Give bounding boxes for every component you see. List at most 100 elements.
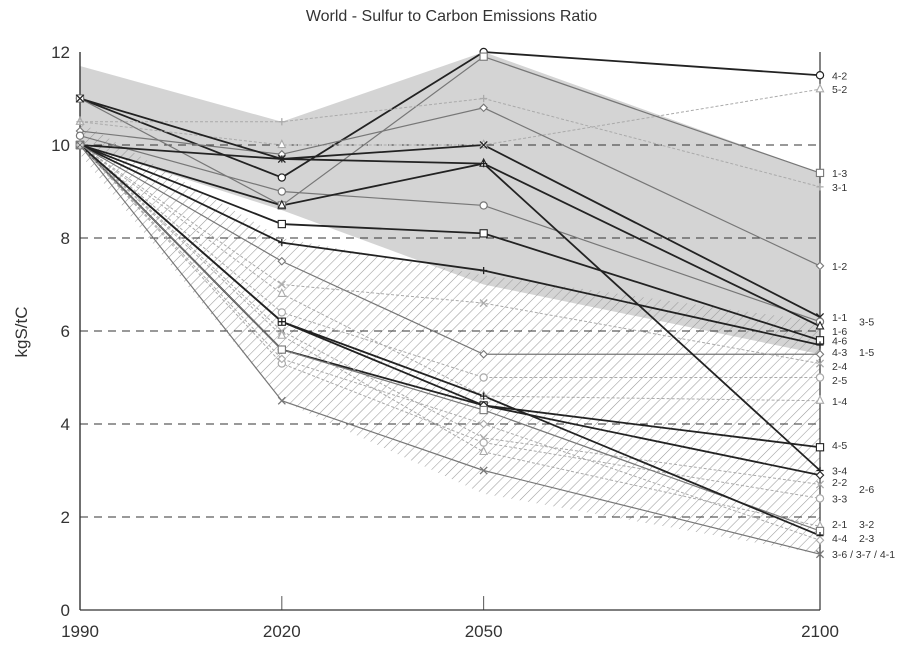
y-tick-label: 2 xyxy=(61,508,70,527)
data-point-4-4-2050 xyxy=(480,392,488,400)
data-point-2-5-2050 xyxy=(479,373,488,382)
data-point-2-4-2020 xyxy=(277,280,286,289)
series-line-4-4 xyxy=(79,144,821,537)
data-point-4-5-2100 xyxy=(815,443,825,452)
data-point-3-3-2050 xyxy=(479,438,488,447)
data-point-4-2-2100 xyxy=(815,71,825,80)
series-line-3-5 xyxy=(79,135,821,323)
series-line-3-6-3-7-4-1 xyxy=(79,144,821,555)
series-label: 4-6 xyxy=(832,335,847,347)
series-label: 3-6 / 3-7 / 4-1 xyxy=(832,549,895,561)
series-line-1-4 xyxy=(79,144,821,402)
data-point-1-2-2100 xyxy=(815,261,825,271)
series-markers xyxy=(75,47,825,559)
data-point-1-1-2050 xyxy=(479,140,488,150)
series-label: 3-4 xyxy=(832,466,847,478)
data-point-1-3-2100 xyxy=(815,168,825,178)
x-tick-label: 2100 xyxy=(801,622,839,641)
data-point-1-6-2020 xyxy=(277,199,287,209)
series-line-3-3 xyxy=(79,144,821,499)
data-point-4-4-2020 xyxy=(278,318,286,326)
series-line-1-6 xyxy=(79,144,821,328)
data-point-2-1-2050 xyxy=(479,446,489,456)
series-labels: 4-2 5-2 1-3 3-1 1-2 1-1 3-5 1-64-64-3 1-5 2-4 2-5 1… xyxy=(832,70,895,561)
y-tick-label: 12 xyxy=(51,43,70,62)
series-label: 4-5 xyxy=(832,440,847,452)
series-line-3-4 xyxy=(79,144,821,472)
data-point-3-1-2050 xyxy=(480,94,488,103)
data-point-1-3-2050 xyxy=(479,52,488,61)
data-point-1-6-2100 xyxy=(815,320,825,330)
data-point-3-5-2050 xyxy=(479,201,488,210)
series-line-2-5 xyxy=(79,144,820,378)
series-label: 2-3 xyxy=(859,533,874,545)
data-point-1-5-2020 xyxy=(277,256,287,266)
y-tick-label: 8 xyxy=(61,229,70,248)
data-point-3-4-2020 xyxy=(278,155,286,163)
data-point-2-5-2020 xyxy=(277,308,287,317)
data-point-1-5-2100 xyxy=(815,349,825,359)
series-label: 1-6 xyxy=(832,326,847,338)
data-point-3-1-2100 xyxy=(816,183,824,191)
series-line-4-2 xyxy=(79,51,821,179)
data-point-4-6-2050 xyxy=(479,229,488,238)
data-point-2-3-2020 xyxy=(277,354,287,364)
data-point-3-6-3-7-4-1-2100 xyxy=(815,550,825,559)
series-label: 1-5 xyxy=(859,347,874,359)
series-label: 3-3 xyxy=(832,493,847,505)
series-line-4-6 xyxy=(79,144,821,342)
series-label: 4-4 xyxy=(832,533,847,545)
data-point-2-4-2050 xyxy=(479,299,488,308)
data-point-2-4-2100 xyxy=(815,359,825,368)
series-line-2-6 xyxy=(79,144,821,485)
series-label: 2-1 xyxy=(832,519,847,531)
data-point-4-3-2050 xyxy=(480,266,488,275)
data-point-2-1-2020 xyxy=(277,329,287,339)
data-point-4-3-2020 xyxy=(278,239,286,247)
data-point-3-6-3-7-4-1-2020 xyxy=(277,396,286,405)
series-label: 1-3 xyxy=(832,168,847,180)
data-point-2-6-2100 xyxy=(815,480,825,489)
series-label: 4-3 xyxy=(832,347,847,359)
tick-labels: 0 2 4 6 8 10 12 1990 2020 2050 2100 xyxy=(51,43,839,641)
series-label: 3-2 xyxy=(859,519,874,531)
data-point-3-2-2050 xyxy=(479,405,488,415)
series-line-1-2 xyxy=(79,107,821,267)
data-point-3-6-3-7-4-1-1990 xyxy=(75,140,85,150)
y-tick-label: 4 xyxy=(61,415,70,434)
data-point-3-5-2020 xyxy=(277,187,287,196)
x-tick-label: 2050 xyxy=(465,622,503,641)
data-point-3-1-2020 xyxy=(278,118,286,126)
series-label: 2-4 xyxy=(832,361,847,373)
data-point-3-1-1990 xyxy=(76,118,84,126)
y-tick-label: 10 xyxy=(51,136,70,155)
series-line-5-2 xyxy=(79,88,821,146)
data-point-2-5-2100 xyxy=(815,373,825,382)
series-lines xyxy=(79,51,821,555)
data-point-1-5-2050 xyxy=(479,349,489,359)
series-label: 2-2 xyxy=(832,477,847,489)
y-axis-label: kgS/tC xyxy=(12,306,31,357)
data-point-2-2-2100 xyxy=(815,470,825,480)
series-line-4-3 xyxy=(79,144,821,346)
data-point-5-2-2020 xyxy=(277,139,287,149)
series-line-2-3 xyxy=(79,144,821,541)
series-label: 1-2 xyxy=(832,261,847,273)
data-point-2-3-2050 xyxy=(479,419,489,429)
data-point-3-6-3-7-4-1-2050 xyxy=(479,466,488,475)
y-tick-label: 0 xyxy=(61,601,70,620)
data-point-5-2-2100 xyxy=(815,83,825,93)
data-point-4-3-2100 xyxy=(816,341,824,349)
series-label: 2-6 xyxy=(859,484,874,496)
data-point-4-2-2020 xyxy=(277,173,287,182)
data-point-4-6-2020 xyxy=(277,219,286,229)
x-tick-label: 2020 xyxy=(263,622,301,641)
series-label: 4-2 xyxy=(832,70,847,82)
data-point-1-2-2050 xyxy=(479,103,489,113)
series-label: 3-5 xyxy=(859,317,874,329)
series-label: 2-5 xyxy=(832,375,847,387)
data-point-3-5-1990 xyxy=(75,131,85,140)
series-label: 5-2 xyxy=(832,84,847,96)
data-point-1-4-2100 xyxy=(815,394,825,404)
